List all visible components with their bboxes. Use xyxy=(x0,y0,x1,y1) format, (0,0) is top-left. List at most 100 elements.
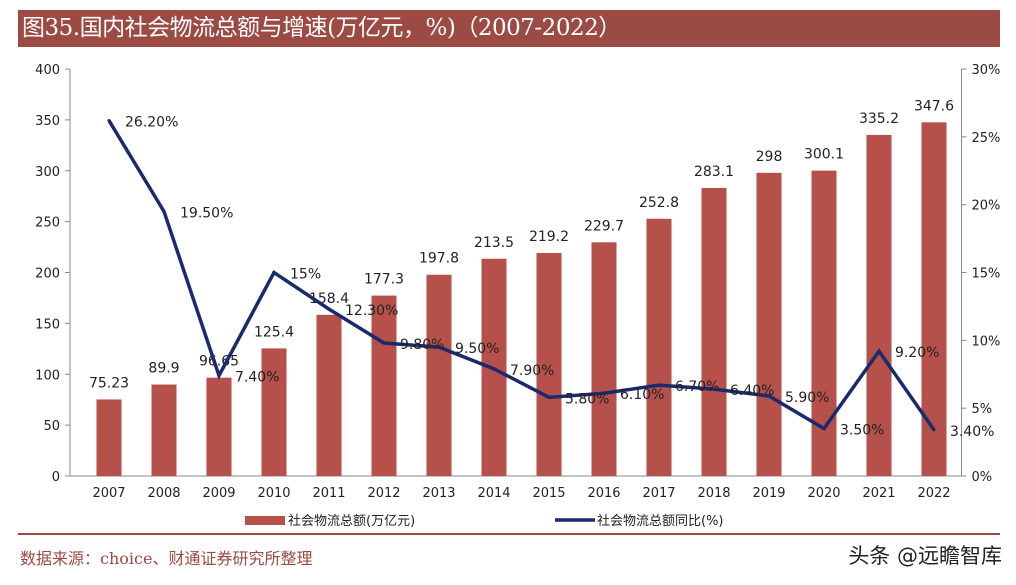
left-tick-label: 50 xyxy=(43,419,60,434)
x-tick-label: 2009 xyxy=(202,486,235,501)
line-data-label: 6.70% xyxy=(675,379,719,395)
chart: 0 50 100 150 200 250 300 350 400 0% 5% 10% 15% 20% 25%… xyxy=(35,63,1001,529)
left-tick-label: 400 xyxy=(35,63,60,78)
right-tick-label: 10% xyxy=(972,334,1001,349)
x-tick-label: 2018 xyxy=(697,486,730,501)
bar xyxy=(646,218,672,476)
line-data-label: 9.50% xyxy=(455,341,499,357)
line-point xyxy=(767,394,771,398)
line-point xyxy=(382,341,386,345)
line-data-label: 3.50% xyxy=(840,423,884,439)
bar xyxy=(921,122,947,476)
right-tick-label: 0% xyxy=(972,470,993,485)
legend-swatch-bar xyxy=(245,516,285,525)
bar-data-label: 125.4 xyxy=(254,324,294,340)
line-data-label: 19.50% xyxy=(180,205,233,221)
line-data-label: 15% xyxy=(290,267,321,283)
x-tick-label: 2014 xyxy=(477,486,510,501)
bar xyxy=(701,187,727,477)
source-note: 数据来源：choice、财通证券研究所整理 xyxy=(20,549,313,568)
x-tick-label: 2019 xyxy=(752,486,785,501)
right-tick-label: 15% xyxy=(972,267,1001,282)
x-tick-label: 2020 xyxy=(807,486,840,501)
bar xyxy=(261,348,287,476)
bar xyxy=(206,377,232,476)
bar xyxy=(151,384,177,476)
x-tick-label: 2013 xyxy=(422,486,455,501)
line-point xyxy=(712,387,716,391)
x-tick-label: 2021 xyxy=(862,486,895,501)
chart-title: 图35.国内社会物流总额与增速(万亿元，%)（2007-2022） xyxy=(18,10,1000,47)
line-data-label: 6.10% xyxy=(620,387,664,403)
legend-label-bar: 社会物流总额(万亿元) xyxy=(288,513,415,529)
bar xyxy=(866,134,892,476)
footer-divider xyxy=(18,533,1000,535)
bar-data-label: 283.1 xyxy=(694,164,734,180)
watermark: 头条 @远瞻智库 xyxy=(848,544,1002,568)
x-tick-label: 2010 xyxy=(257,486,290,501)
right-tick-label: 25% xyxy=(972,131,1001,146)
line-data-label: 9.80% xyxy=(400,337,444,353)
line-data-label: 6.40% xyxy=(730,383,774,399)
left-tick-label: 200 xyxy=(35,267,60,282)
bar-data-label: 252.8 xyxy=(639,195,679,211)
line-point xyxy=(107,119,111,123)
bar-data-label: 197.8 xyxy=(419,251,459,267)
line-data-label: 5.90% xyxy=(785,390,829,406)
line-data-label: 26.20% xyxy=(125,115,178,131)
line-point xyxy=(437,345,441,349)
bar-data-label: 298 xyxy=(756,149,783,165)
line-point xyxy=(547,395,551,399)
line-data-label: 9.20% xyxy=(895,345,939,361)
line-point xyxy=(877,349,881,353)
line-point xyxy=(492,367,496,371)
line-point xyxy=(327,307,331,311)
line-data-label: 7.90% xyxy=(510,363,554,379)
bar-data-label: 300.1 xyxy=(804,147,844,163)
line-data-label: 7.40% xyxy=(235,370,279,386)
bar-data-label: 177.3 xyxy=(364,272,404,288)
bar xyxy=(756,172,782,476)
bar-data-label: 335.2 xyxy=(859,111,899,127)
x-tick-label: 2012 xyxy=(367,486,400,501)
bar xyxy=(316,314,342,476)
line-data-label: 12.30% xyxy=(345,303,398,319)
left-tick-label: 250 xyxy=(35,216,60,231)
bar-data-label: 213.5 xyxy=(474,235,514,251)
left-tick-label: 150 xyxy=(35,317,60,332)
x-tick-label: 2015 xyxy=(532,486,565,501)
line-data-label: 5.80% xyxy=(565,391,609,407)
left-tick-label: 100 xyxy=(35,368,60,383)
line-point xyxy=(822,427,826,431)
bar-data-label: 96.65 xyxy=(199,354,239,370)
left-tick-label: 300 xyxy=(35,165,60,180)
left-tick-label: 350 xyxy=(35,114,60,129)
bar-data-label: 347.6 xyxy=(914,98,954,114)
x-tick-label: 2007 xyxy=(92,486,125,501)
x-tick-label: 2016 xyxy=(587,486,620,501)
line-point xyxy=(162,209,166,213)
bar xyxy=(536,252,562,476)
x-tick-label: 2017 xyxy=(642,486,675,501)
line-point xyxy=(272,271,276,274)
bar xyxy=(96,399,122,476)
bar-data-label: 89.9 xyxy=(148,361,179,377)
line-data-label: 3.40% xyxy=(950,424,994,440)
bar xyxy=(591,242,617,476)
x-tick-label: 2022 xyxy=(917,486,950,501)
right-tick-label: 20% xyxy=(972,199,1001,214)
bar-data-label: 219.2 xyxy=(529,229,569,245)
bar-data-label: 229.7 xyxy=(584,218,624,234)
legend-label-line: 社会物流总额同比(%) xyxy=(597,513,724,529)
bar-data-label: 75.23 xyxy=(89,375,129,391)
x-tick-label: 2008 xyxy=(147,486,180,501)
growth-line xyxy=(107,119,936,431)
left-tick-label: 0 xyxy=(52,470,60,485)
line-point xyxy=(932,428,936,432)
line-point xyxy=(602,391,606,395)
x-tick-label: 2011 xyxy=(312,486,345,501)
bar xyxy=(426,274,452,476)
line-point xyxy=(657,383,661,387)
bar xyxy=(371,295,397,476)
right-tick-label: 30% xyxy=(972,63,1001,78)
